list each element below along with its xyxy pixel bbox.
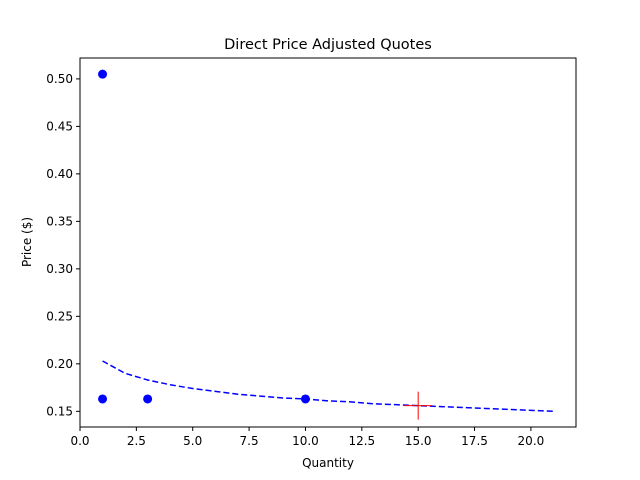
x-tick-label: 0.0 (70, 434, 89, 448)
y-tick-label: 0.50 (46, 72, 73, 86)
scatter-point (98, 69, 108, 79)
x-tick-label: 12.5 (348, 434, 375, 448)
y-tick-label: 0.20 (46, 357, 73, 371)
scatter-point (143, 394, 153, 404)
plot-frame (79, 57, 577, 428)
y-axis: 0.15 0.20 0.25 0.30 0.35 0.40 0.45 0.50 (46, 72, 80, 418)
x-axis-label: Quantity (302, 456, 354, 470)
y-tick-label: 0.45 (46, 119, 73, 133)
y-tick-label: 0.35 (46, 214, 73, 228)
y-tick-label: 0.15 (46, 404, 73, 418)
y-tick-label: 0.40 (46, 167, 73, 181)
fit-curve-line (102, 360, 554, 413)
y-tick-label: 0.25 (46, 309, 73, 323)
y-axis-label: Price ($) (20, 217, 34, 267)
x-tick-label: 15.0 (405, 434, 432, 448)
y-tick-label: 0.30 (46, 262, 73, 276)
chart-title: Direct Price Adjusted Quotes (224, 37, 432, 53)
plot-marks (98, 69, 554, 420)
x-tick-label: 5.0 (183, 434, 202, 448)
x-axis: 0.0 2.5 5.0 7.5 10.0 12.5 15.0 17.5 20.0 (70, 427, 544, 448)
x-tick-label: 2.5 (127, 434, 146, 448)
scatter-point (98, 394, 108, 404)
x-tick-label: 20.0 (518, 434, 545, 448)
x-tick-label: 10.0 (292, 434, 319, 448)
x-tick-label: 7.5 (240, 434, 259, 448)
x-tick-label: 17.5 (461, 434, 488, 448)
plus-marker (404, 391, 433, 420)
